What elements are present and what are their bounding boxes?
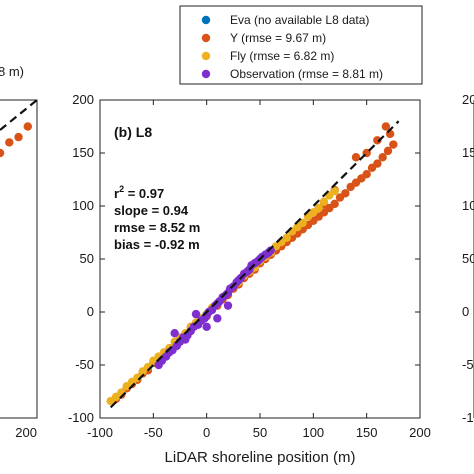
stat-r-value: = 0.97 <box>124 186 164 201</box>
y-tick-label: 150 <box>72 145 94 160</box>
scatter-point <box>0 148 5 158</box>
left-scatter-points <box>0 122 32 158</box>
legend-marker <box>201 15 211 25</box>
scatter-point <box>389 140 398 149</box>
y-tick-label: 50 <box>80 251 94 266</box>
scatter-point <box>14 132 23 142</box>
legend-marker <box>201 33 211 43</box>
scatter-point <box>213 314 222 323</box>
legend: Eva (no available L8 data) Y (rmse = 9.67… <box>179 5 423 85</box>
scatter-point <box>381 122 391 131</box>
legend-label: Y (rmse = 9.67 m) <box>230 31 326 45</box>
legend-items: Eva (no available L8 data) Y (rmse = 9.67… <box>201 13 383 81</box>
scatter-point <box>351 153 361 162</box>
scatter-point <box>314 203 323 213</box>
center-panel: -100 -50 0 50 100 150 200 -100-50050100150200 … <box>68 92 431 466</box>
stat-r-symbol: r <box>114 186 119 201</box>
scatter-point <box>373 136 382 145</box>
scatter-point <box>202 322 211 332</box>
right-panel: 200 150 100 50 0 -50 -100 <box>462 92 474 425</box>
left-panel: 200 8 m) <box>0 64 38 440</box>
scatter-point <box>170 329 179 338</box>
legend-label: Fly (rmse = 6.82 m) <box>230 49 334 63</box>
stat-rmse: rmse = 8.52 m <box>114 220 200 235</box>
left-plot-frame <box>0 99 38 419</box>
scatter-point <box>282 233 291 242</box>
legend-label: Eva (no available L8 data) <box>230 13 369 27</box>
right-y-tick-label: 50 <box>462 251 474 266</box>
scatter-point <box>266 246 275 255</box>
scatter-point <box>330 199 339 209</box>
scatter-point <box>373 159 382 168</box>
scatter-point <box>362 170 371 179</box>
scatter-point <box>330 186 339 196</box>
scatter-point <box>341 189 350 198</box>
left-legend-fragment: 8 m) <box>0 64 24 79</box>
scatter-point <box>383 146 393 156</box>
right-y-tick-label: 150 <box>462 145 474 160</box>
x-axis-title: LiDAR shoreline position (m) <box>165 449 356 466</box>
stat-r-exponent: 2 <box>119 184 124 194</box>
right-y-tick-label: -50 <box>462 357 474 372</box>
stat-bias: bias = -0.92 m <box>114 237 200 252</box>
right-y-tick-label: -100 <box>462 410 474 425</box>
x-tick-label: 100 <box>302 425 324 440</box>
scatter-point <box>378 153 387 162</box>
right-y-tick-label: 100 <box>462 198 474 213</box>
x-tick-label: -100 <box>87 425 113 440</box>
x-tick-label: -50 <box>144 425 163 440</box>
x-tick-label: 50 <box>253 425 267 440</box>
y-axis-ticks: -100 -50 0 50 100 150 200 <box>68 92 420 425</box>
scatter-point <box>5 138 14 147</box>
x-tick-label: 150 <box>356 425 378 440</box>
left-reference-line <box>0 99 38 131</box>
y-tick-label: 100 <box>72 198 94 213</box>
y-tick-label: 200 <box>72 92 94 107</box>
right-y-tick-label: 200 <box>462 92 474 107</box>
legend-marker <box>201 51 211 61</box>
scatter-point <box>319 197 329 206</box>
scatter-point <box>223 301 233 310</box>
panel-title: (b) L8 <box>114 124 152 140</box>
x-axis-ticks: -100 -50 0 50 100 150 200 <box>87 100 431 440</box>
right-y-tick-label: 0 <box>462 304 469 319</box>
stat-r-squared: r2 = 0.97 <box>114 184 164 201</box>
y-tick-label: -50 <box>75 357 94 372</box>
x-tick-label: 200 <box>409 425 431 440</box>
x-tick-label: 0 <box>203 425 210 440</box>
legend-label: Observation (rmse = 8.81 m) <box>230 67 383 81</box>
scatter-point <box>191 309 201 319</box>
stat-slope: slope = 0.94 <box>114 203 189 218</box>
legend-marker <box>201 69 211 79</box>
scatter-point <box>298 218 307 228</box>
legend-box <box>179 5 423 85</box>
one-to-one-reference-line <box>109 120 400 409</box>
y-tick-label: -100 <box>68 410 94 425</box>
right-y-axis-ticks: 200 150 100 50 0 -50 -100 <box>462 92 474 425</box>
scatter-point <box>23 122 32 131</box>
left-x-tick-label: 200 <box>15 425 37 440</box>
y-tick-label: 0 <box>87 304 94 319</box>
scatter-point <box>181 335 190 344</box>
